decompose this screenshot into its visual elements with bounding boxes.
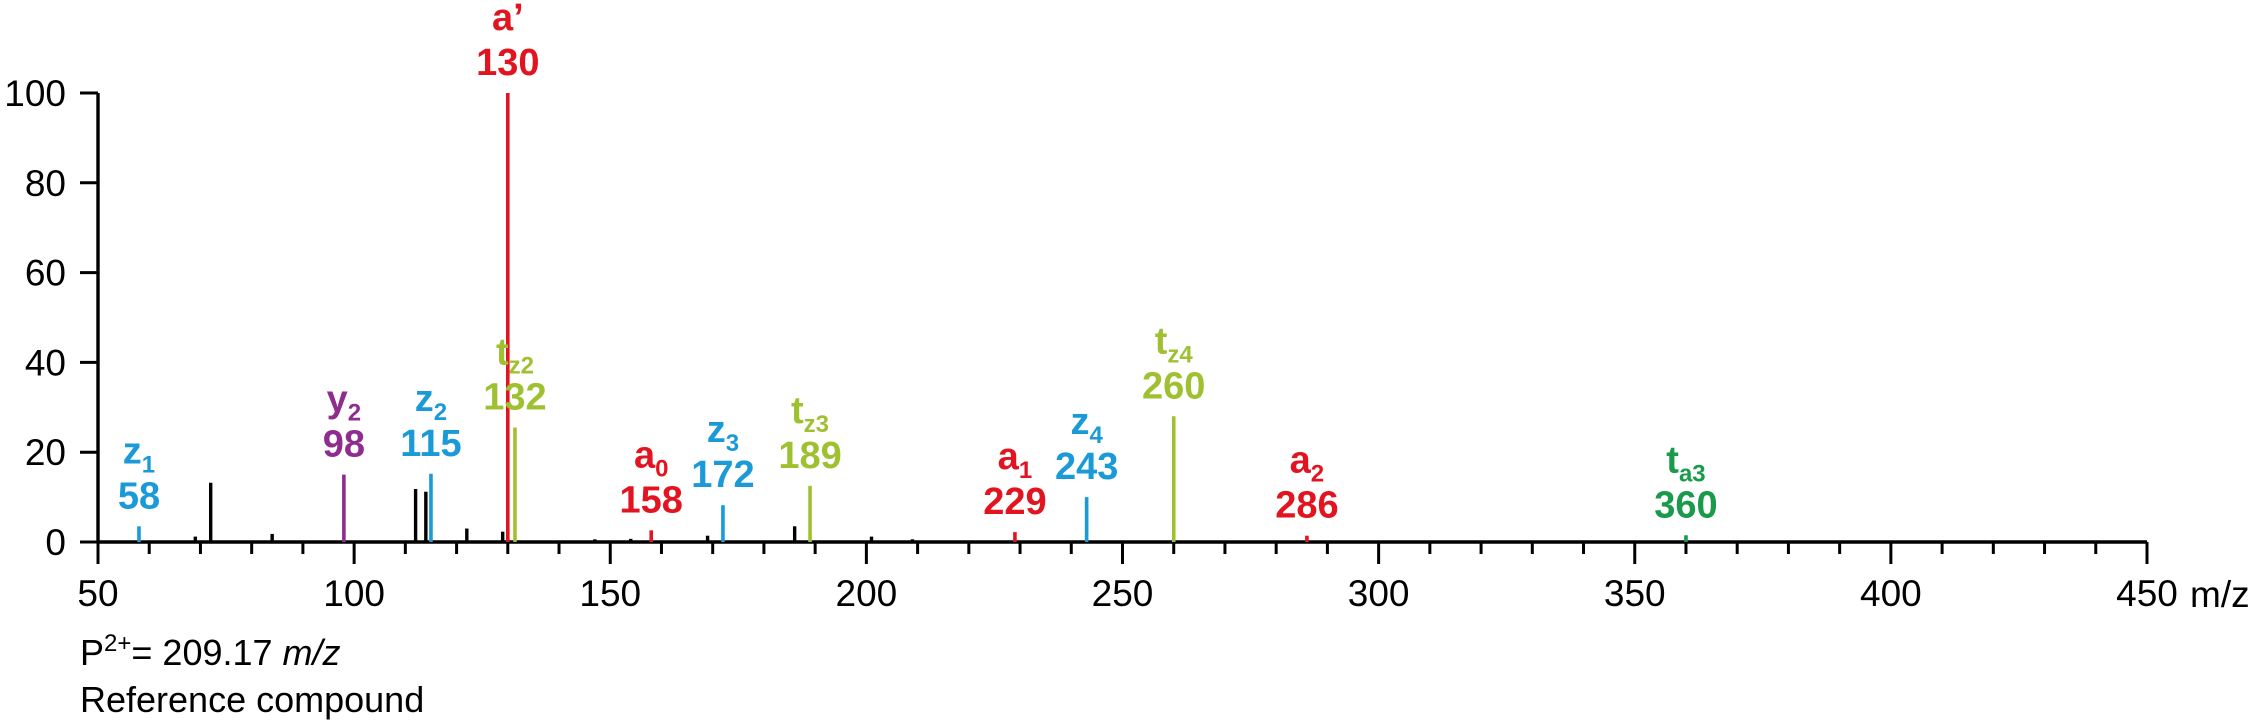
x-tick-label: 350 (1604, 573, 1666, 614)
peak-ion-label: tz2 (496, 332, 534, 380)
peak-mz-label: 243 (1055, 446, 1118, 488)
peak-ion-label: ta3 (1666, 439, 1705, 487)
peak-ion-label: a0 (634, 434, 669, 482)
peak-mz-label: 130 (476, 42, 539, 84)
x-tick-label: 250 (1092, 573, 1154, 614)
peak-mz-label: 360 (1654, 484, 1717, 526)
peak-mz-label: 58 (118, 475, 160, 517)
x-tick-label: 100 (323, 573, 385, 614)
peak-ion-label: a2 (1290, 440, 1325, 488)
x-tick-label: 450 (2116, 573, 2178, 614)
peak-ion-label: tz3 (791, 390, 829, 438)
peak-mz-label: 260 (1142, 365, 1205, 407)
peak-ion-label: a1 (998, 436, 1033, 484)
peak-mz-label: 115 (400, 423, 461, 465)
x-axis-unit-label: m/z (2190, 574, 2250, 615)
peak-mz-label: 158 (620, 479, 683, 521)
compound-note: Reference compound (80, 679, 424, 720)
peak-ion-label: z1 (123, 430, 155, 478)
peak-ion-label: z4 (1070, 401, 1103, 449)
y-tick-label: 40 (25, 342, 66, 383)
precursor-note: P2+= 209.17 m/z (80, 630, 341, 673)
precursor-charge: 2+ (104, 630, 131, 657)
x-tick-label: 400 (1860, 573, 1922, 614)
x-tick-label: 300 (1348, 573, 1410, 614)
peak-ion-label: y2 (327, 379, 362, 427)
peak-ion-label: z3 (707, 409, 739, 457)
background-peaks (193, 482, 915, 542)
x-tick-label: 50 (77, 573, 118, 614)
precursor-unit: m/z (283, 632, 341, 673)
peak-ion-label: tz4 (1155, 320, 1194, 368)
axes-layer: 50 100 150 200 250 300 350 400 450 0 20 40 60 80 100 (4, 73, 2178, 614)
peak-mz-label: 132 (483, 377, 546, 419)
y-tick-label: 80 (25, 163, 66, 204)
peak-ion-label: a’ (492, 0, 524, 39)
y-tick-label: 0 (45, 522, 66, 563)
precursor-prefix: P (80, 632, 104, 673)
peak-mz-label: 229 (983, 481, 1046, 523)
peak-mz-label: 172 (691, 454, 754, 496)
precursor-value: = 209.17 (131, 632, 282, 673)
peak-mz-label: 98 (323, 424, 365, 466)
y-tick-label: 60 (25, 253, 66, 294)
x-tick-label: 150 (579, 573, 641, 614)
peak-mz-label: 286 (1275, 485, 1338, 527)
x-tick-label: 200 (836, 573, 898, 614)
peak-mz-label: 189 (778, 435, 841, 477)
y-tick-label: 100 (4, 73, 66, 114)
y-tick-label: 20 (25, 432, 66, 473)
labeled-peaks (137, 93, 1688, 542)
peak-ion-label: z2 (415, 378, 447, 426)
